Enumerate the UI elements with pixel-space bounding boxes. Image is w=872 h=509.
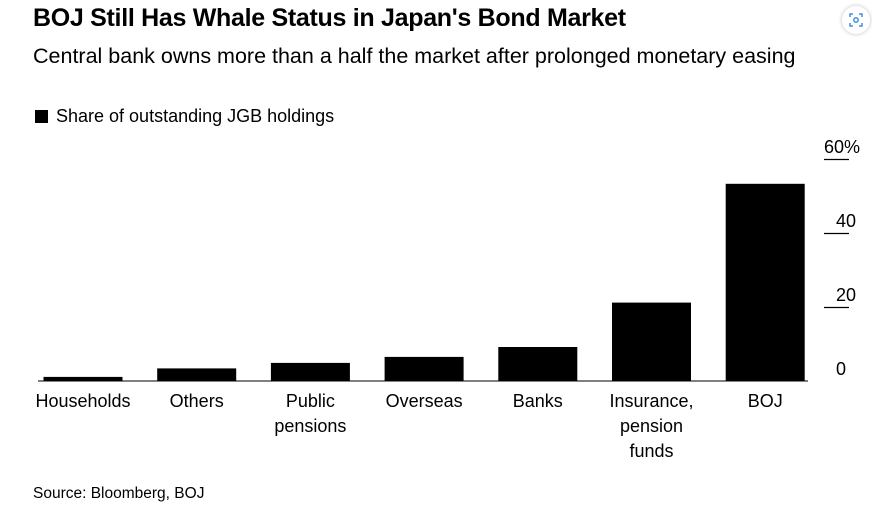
bars-group xyxy=(43,183,805,381)
y-tick-label-3: 60% xyxy=(824,137,860,157)
category-label-4: Banks xyxy=(513,391,563,411)
bar-1 xyxy=(157,368,237,381)
category-label-1: Others xyxy=(170,391,224,411)
category-label-2: Public pensions xyxy=(274,391,346,436)
category-label-0: Households xyxy=(35,391,130,411)
bar-4 xyxy=(498,347,578,381)
expand-button[interactable] xyxy=(842,6,870,34)
y-axis-group: 0 20 40 60% xyxy=(824,137,860,379)
category-label-6: BOJ xyxy=(748,391,783,411)
chart-title: BOJ Still Has Whale Status in Japan's Bo… xyxy=(33,4,626,32)
category-labels-group: Households Others Public pensions Overseas Ba… xyxy=(35,391,782,461)
legend-label: Share of outstanding JGB holdings xyxy=(56,106,335,126)
bar-5 xyxy=(612,302,691,381)
bar-6 xyxy=(725,183,805,381)
y-tick-label-2: 40 xyxy=(836,211,856,231)
bar-2 xyxy=(270,362,350,381)
y-tick-label-0: 0 xyxy=(836,359,846,379)
y-tick-label-1: 20 xyxy=(836,285,856,305)
bar-0 xyxy=(43,376,123,381)
expand-icon xyxy=(849,13,863,27)
legend-swatch xyxy=(35,110,48,123)
bar-3 xyxy=(384,356,464,381)
chart-subtitle: Central bank owns more than a half the m… xyxy=(33,44,796,68)
category-label-5: Insurance, pension funds xyxy=(609,391,693,461)
legend: Share of outstanding JGB holdings xyxy=(35,106,334,127)
category-label-3: Overseas xyxy=(386,391,463,411)
source-note: Source: Bloomberg, BOJ xyxy=(33,485,205,502)
